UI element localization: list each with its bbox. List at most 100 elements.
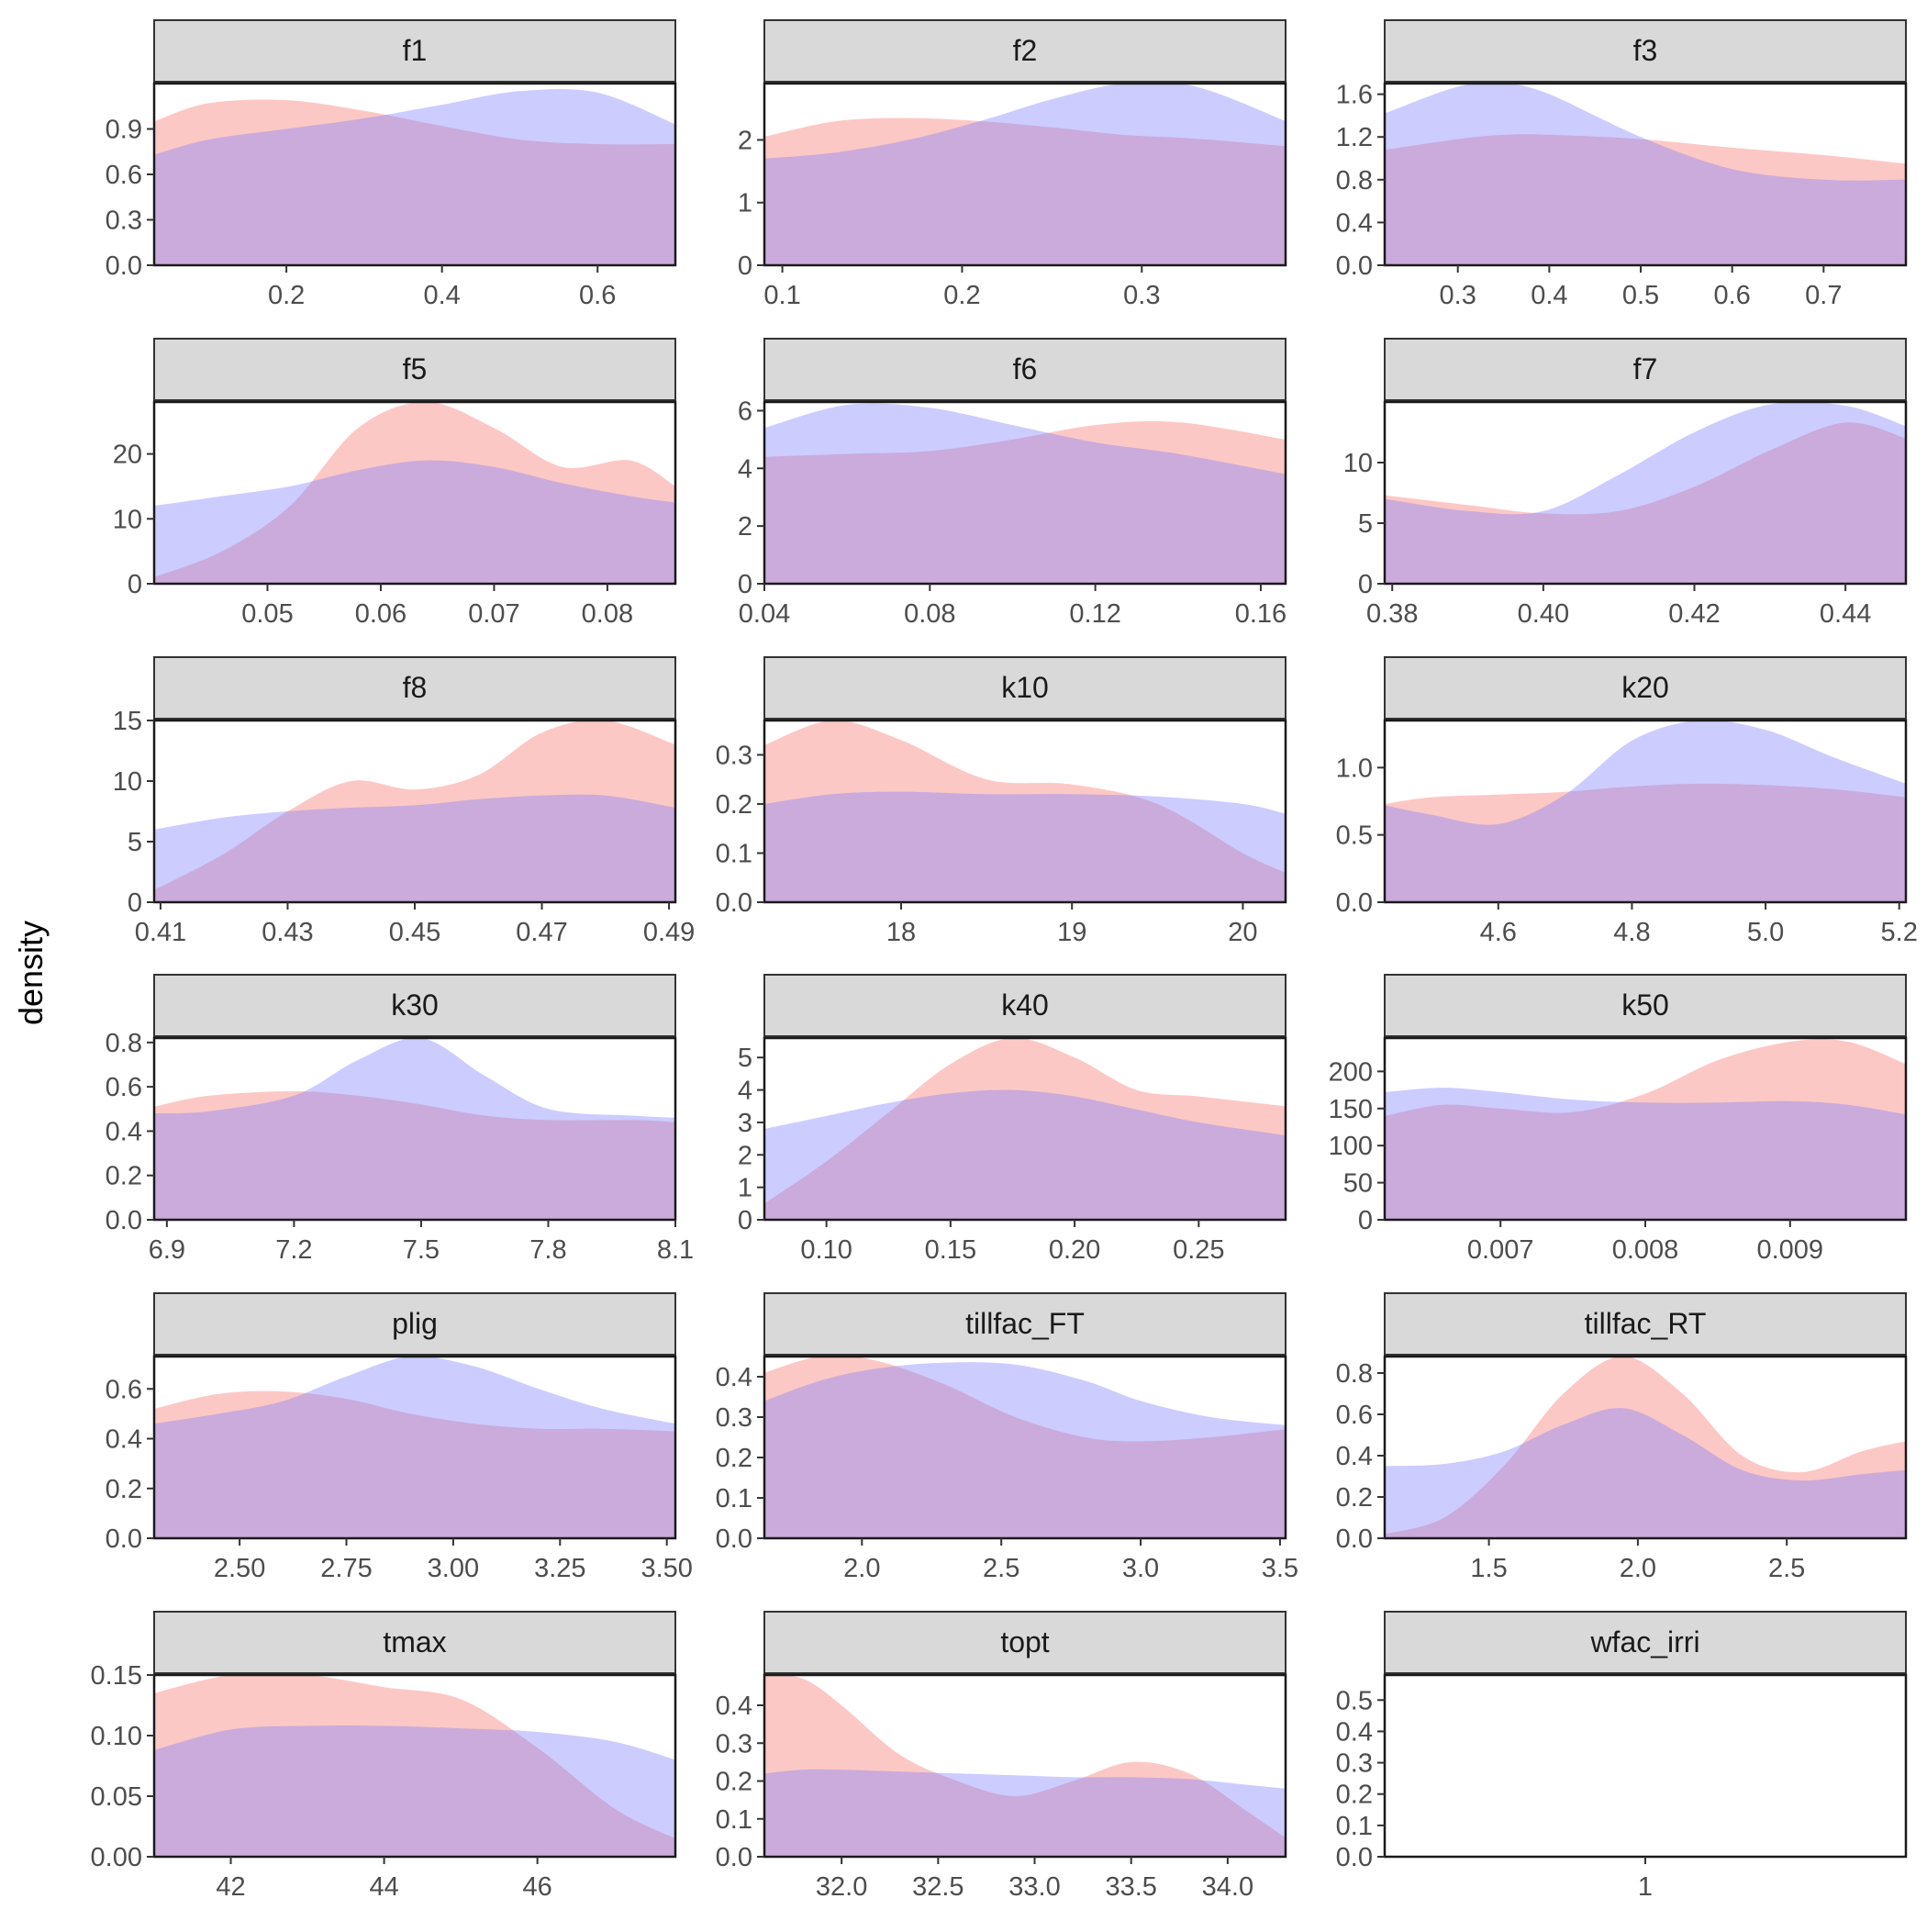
facet-strip-label: topt (1000, 1625, 1049, 1658)
y-tick-label: 0.6 (106, 1073, 142, 1102)
x-tick-label: 4.6 (1480, 918, 1517, 947)
x-tick-label: 6.9 (149, 1235, 185, 1265)
density-area-series-1 (764, 117, 1286, 265)
y-tick-label: 0.5 (1336, 1686, 1373, 1715)
x-tick-label: 3.00 (428, 1554, 479, 1583)
x-tick-label: 0.7 (1805, 281, 1842, 310)
facet-strip-label: f5 (403, 352, 428, 385)
density-area-series-1 (1385, 1357, 1906, 1538)
x-tick-label: 19 (1057, 918, 1086, 947)
y-tick-label: 0.9 (106, 116, 142, 145)
y-tick-label: 10 (113, 505, 142, 534)
x-tick-label: 33.0 (1008, 1872, 1060, 1902)
y-tick-label: 1.0 (1336, 754, 1373, 783)
density-area-series-2 (1385, 1408, 1906, 1538)
x-tick-label: 0.42 (1668, 599, 1720, 629)
plot-area (764, 1357, 1286, 1538)
x-tick-label: 0.007 (1467, 1235, 1534, 1265)
y-tick-label: 0 (1358, 1206, 1373, 1235)
facet-panel-f3: f3 0.0 0.4 0.8 1.2 1.6 0.3 0.4 0.5 0.6 0.7 (1336, 19, 1908, 310)
plot-area (764, 84, 1286, 265)
x-tick-label: 0.25 (1173, 1235, 1224, 1265)
density-area-series-1 (154, 402, 675, 584)
density-area-series-1 (154, 99, 675, 265)
facet-strip-label: tillfac_FT (965, 1307, 1085, 1340)
plot-area (154, 1357, 675, 1538)
density-area-series-2 (1385, 402, 1906, 584)
panel-border (152, 1355, 677, 1540)
y-axis-label: density (12, 921, 50, 1025)
y-tick-label: 0.0 (716, 1843, 752, 1872)
x-tick-label: 2.75 (320, 1554, 372, 1583)
facet-strip (153, 656, 676, 720)
density-area-series-1 (1385, 422, 1906, 584)
x-tick-label: 0.3 (1123, 281, 1160, 310)
facet-strip (153, 338, 676, 401)
facet-strip-label: k10 (1001, 671, 1049, 704)
y-tick-label: 0.2 (1336, 1483, 1373, 1513)
plot-area (154, 1675, 675, 1857)
density-area-series-1 (154, 1675, 675, 1857)
y-tick-label: 0.15 (91, 1661, 142, 1691)
x-tick-label: 0.008 (1612, 1235, 1679, 1265)
y-tick-label: 0.0 (1336, 251, 1373, 281)
y-tick-label: 1 (738, 1174, 752, 1203)
panel-border (152, 1673, 677, 1859)
x-tick-label: 8.1 (657, 1235, 694, 1265)
y-tick-label: 0.1 (716, 1805, 752, 1835)
facet-panel-plig: plig 0.0 0.2 0.4 0.6 2.50 2.75 3.00 3.25 3.50 (106, 1292, 693, 1583)
x-tick-label: 0.45 (389, 918, 440, 947)
x-tick-label: 32.5 (912, 1872, 964, 1902)
facet-strip-label: f7 (1633, 352, 1658, 385)
x-tick-label: 0.04 (739, 599, 790, 629)
y-tick-label: 0.4 (1336, 1717, 1373, 1747)
plot-area (764, 1038, 1286, 1220)
facet-panel-f7: f7 0 5 10 0.38 0.40 0.42 0.44 (1343, 338, 1908, 629)
panel-border (152, 1036, 677, 1222)
y-tick-label: 0.8 (106, 1029, 142, 1058)
x-tick-label: 3.5 (1262, 1554, 1298, 1583)
y-tick-label: 2 (738, 126, 752, 155)
density-area-series-1 (154, 1091, 675, 1220)
x-tick-label: 46 (523, 1872, 552, 1902)
y-tick-label: 0.4 (716, 1692, 752, 1721)
y-tick-label: 0.1 (716, 1484, 752, 1513)
y-tick-label: 0.3 (106, 207, 142, 236)
y-tick-label: 0.0 (1336, 1524, 1373, 1554)
y-tick-label: 0.0 (106, 251, 142, 281)
plot-area (764, 1675, 1286, 1857)
facet-panel-tmax: tmax 0.00 0.05 0.10 0.15 42 44 46 (91, 1611, 677, 1902)
x-tick-label: 0.12 (1069, 599, 1120, 629)
y-tick-label: 0 (738, 251, 752, 281)
density-area-series-1 (154, 720, 675, 902)
facet-strip (1384, 1292, 1907, 1356)
y-tick-label: 10 (113, 767, 142, 797)
panel-border (152, 400, 677, 586)
facet-strip-label: f2 (1013, 34, 1038, 67)
y-tick-label: 0 (738, 570, 752, 599)
x-tick-label: 0.08 (582, 599, 633, 629)
facet-panel-k30: k30 0.0 0.2 0.4 0.6 0.8 6.9 7.2 7.5 7.8 8.1 (106, 974, 694, 1265)
y-tick-label: 4 (738, 454, 752, 484)
y-tick-label: 15 (113, 707, 142, 736)
x-tick-label: 0.10 (800, 1235, 852, 1265)
facet-strip (763, 656, 1287, 720)
density-area-series-2 (154, 794, 675, 902)
y-tick-label: 0.4 (1336, 208, 1373, 238)
y-tick-label: 0.3 (716, 1729, 752, 1759)
y-tick-label: 0.00 (91, 1843, 142, 1872)
x-tick-label: 42 (216, 1872, 245, 1902)
x-tick-label: 0.07 (468, 599, 519, 629)
facet-strip-label: k40 (1001, 988, 1049, 1022)
facet-strip-label: k30 (391, 988, 439, 1022)
facet-panel-k50: k50 0 50 100 150 200 0.007 0.008 0.009 (1329, 974, 1908, 1265)
density-area-series-1 (1385, 1039, 1906, 1220)
facet-panel-k10: k10 0.0 0.1 0.2 0.3 18 19 20 (716, 656, 1287, 947)
facet-panel-k20: k20 0.0 0.5 1.0 4.6 4.8 5.0 5.2 (1336, 656, 1918, 947)
facet-strip-label: f6 (1013, 352, 1038, 385)
y-tick-label: 0.8 (1336, 166, 1373, 195)
facet-strip-label: tmax (383, 1625, 446, 1658)
y-tick-label: 0.2 (106, 1162, 142, 1191)
x-tick-label: 0.43 (262, 918, 313, 947)
